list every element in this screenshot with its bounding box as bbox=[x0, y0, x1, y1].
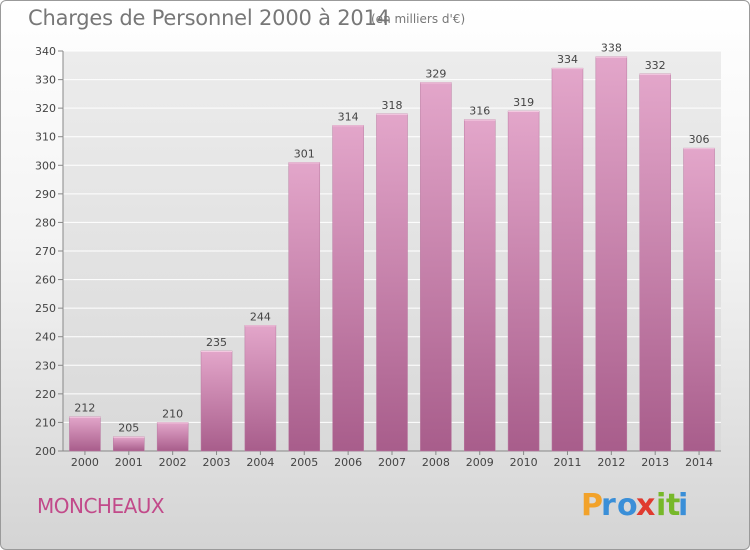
data-label-2011: 334 bbox=[557, 53, 578, 66]
bar-2003 bbox=[200, 350, 233, 452]
x-tick-label-2008: 2008 bbox=[422, 456, 450, 469]
x-tick-label-2003: 2003 bbox=[203, 456, 231, 469]
bar-2008 bbox=[420, 82, 452, 452]
x-tick-label-2007: 2007 bbox=[378, 456, 406, 469]
logo-letter: o bbox=[617, 488, 638, 523]
x-tick-label-2004: 2004 bbox=[246, 456, 274, 469]
y-tick-label: 310 bbox=[35, 131, 56, 144]
bar-2004 bbox=[244, 325, 277, 452]
bar-2013 bbox=[639, 73, 671, 452]
data-label-2002: 210 bbox=[162, 407, 183, 420]
bar-2012 bbox=[595, 56, 628, 452]
x-tick-label-2010: 2010 bbox=[510, 456, 538, 469]
bar-2000 bbox=[69, 416, 101, 452]
data-label-2014: 306 bbox=[689, 133, 710, 146]
data-label-2001: 205 bbox=[118, 422, 139, 435]
bar-2006 bbox=[332, 125, 364, 452]
x-tick-label-2002: 2002 bbox=[159, 456, 187, 469]
chart-subtitle: (en milliers d'€) bbox=[371, 12, 466, 26]
commune-name: MONCHEAUX bbox=[37, 494, 165, 518]
y-tick-label: 320 bbox=[35, 102, 56, 115]
x-tick-label-2001: 2001 bbox=[115, 456, 143, 469]
data-label-2007: 318 bbox=[382, 99, 403, 112]
bar-2010 bbox=[507, 110, 540, 452]
bar-2014 bbox=[683, 147, 715, 452]
x-tick-label-2012: 2012 bbox=[597, 456, 625, 469]
logo-letter: x bbox=[636, 488, 656, 523]
data-label-2013: 332 bbox=[645, 59, 666, 72]
y-tick-label: 270 bbox=[35, 245, 56, 258]
bar-2009 bbox=[463, 119, 496, 452]
bar-2001 bbox=[113, 436, 145, 452]
y-tick-label: 250 bbox=[35, 302, 56, 315]
data-label-2012: 338 bbox=[601, 42, 622, 55]
data-label-2010: 319 bbox=[513, 96, 534, 109]
data-label-2008: 329 bbox=[425, 67, 446, 80]
y-tick-label: 260 bbox=[35, 274, 56, 287]
logo-letter: P bbox=[581, 488, 603, 523]
data-label-2003: 235 bbox=[206, 336, 227, 349]
data-label-2006: 314 bbox=[338, 110, 359, 123]
chart-title: Charges de Personnel 2000 à 2014 bbox=[28, 6, 390, 30]
data-label-2000: 212 bbox=[74, 402, 95, 415]
x-tick-label-2006: 2006 bbox=[334, 456, 362, 469]
y-tick-label: 340 bbox=[35, 45, 56, 58]
data-label-2005: 301 bbox=[294, 147, 315, 160]
x-tick-label-2011: 2011 bbox=[553, 456, 581, 469]
data-label-2004: 244 bbox=[250, 310, 271, 323]
x-tick-label-2014: 2014 bbox=[685, 456, 713, 469]
logo-letter: i bbox=[678, 488, 689, 523]
x-tick-label-2009: 2009 bbox=[466, 456, 494, 469]
logo-letter: r bbox=[601, 488, 616, 523]
x-tick-label-2000: 2000 bbox=[71, 456, 99, 469]
data-label-2009: 316 bbox=[469, 105, 490, 118]
y-tick-label: 280 bbox=[35, 216, 56, 229]
y-tick-label: 220 bbox=[35, 388, 56, 401]
y-tick-label: 330 bbox=[35, 74, 56, 87]
logo-letter: i bbox=[656, 488, 667, 523]
bar-2011 bbox=[551, 67, 584, 452]
y-tick-label: 230 bbox=[35, 359, 56, 372]
bar-2002 bbox=[156, 422, 189, 452]
y-tick-label: 240 bbox=[35, 331, 56, 344]
y-tick-label: 210 bbox=[35, 416, 56, 429]
bar-2005 bbox=[288, 162, 321, 452]
x-tick-label-2005: 2005 bbox=[290, 456, 318, 469]
y-tick-label: 300 bbox=[35, 159, 56, 172]
y-tick-label: 200 bbox=[35, 445, 56, 458]
x-tick-label-2013: 2013 bbox=[641, 456, 669, 469]
bar-2007 bbox=[376, 113, 408, 452]
logo-letter: t bbox=[666, 488, 681, 523]
y-tick-label: 290 bbox=[35, 188, 56, 201]
